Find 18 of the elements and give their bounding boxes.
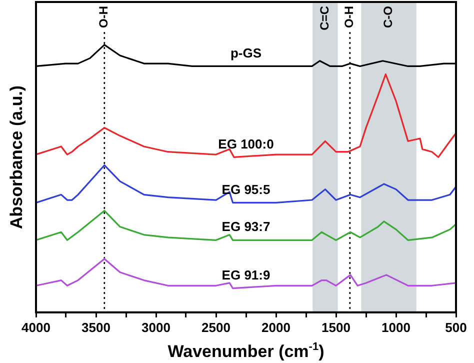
x-tick-label: 2000 <box>262 320 290 335</box>
x-tick-label: 1500 <box>322 320 350 335</box>
series-label: EG 91:9 <box>222 267 270 282</box>
band-label: C=C <box>318 6 332 30</box>
ref-line-label: O-H <box>342 6 356 28</box>
x-tick-label: 500 <box>445 320 467 335</box>
series-label: EG 95:5 <box>222 182 270 197</box>
band-label: C-O <box>381 6 396 28</box>
ref-line-label: O-H <box>96 6 111 28</box>
y-axis-title: Absorbance (a.u.) <box>7 85 26 229</box>
x-tick-label: 1000 <box>382 320 410 335</box>
x-tick-label: 2500 <box>202 320 230 335</box>
series-label: p-GS <box>230 45 262 60</box>
series-label: EG 100:0 <box>218 136 274 152</box>
series-label: EG 93:7 <box>222 219 270 234</box>
x-tick-label: 3500 <box>82 320 110 335</box>
x-tick-label: 4000 <box>22 320 50 335</box>
x-tick-label: 3000 <box>142 320 170 335</box>
